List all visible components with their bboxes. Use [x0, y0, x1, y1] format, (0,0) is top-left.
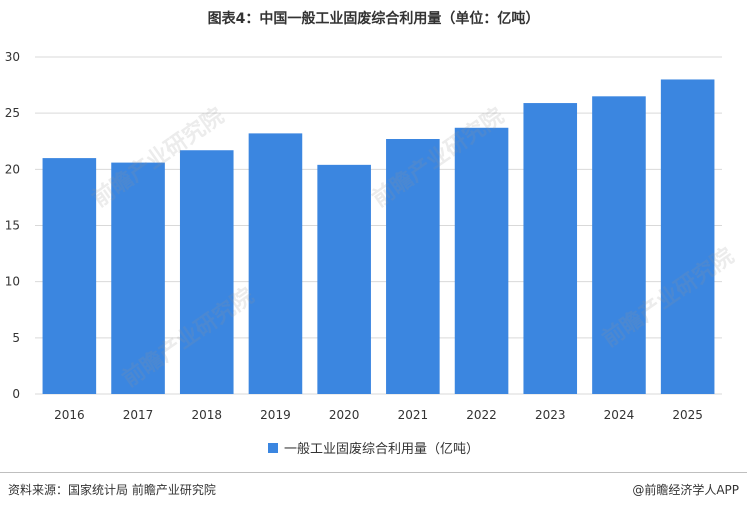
bars [42, 79, 715, 395]
bar [317, 164, 371, 394]
x-tick-label: 2017 [123, 408, 154, 422]
bar [592, 96, 646, 395]
x-tick-label: 2019 [260, 408, 291, 422]
bar [179, 150, 234, 394]
y-tick-label: 15 [5, 219, 20, 233]
bar [111, 162, 165, 394]
y-tick-label: 5 [12, 331, 20, 345]
legend-label: 一般工业固废综合利用量（亿吨） [283, 442, 479, 457]
source-note: 资料来源：国家统计局 前瞻产业研究院 [8, 483, 216, 497]
bar [42, 158, 97, 394]
bar [386, 139, 440, 394]
x-tick-label: 2023 [535, 408, 566, 422]
chart-title: 图表4：中国一般工业固废综合利用量（单位：亿吨） [207, 11, 540, 27]
x-tick-label: 2018 [191, 408, 222, 422]
y-tick-label: 30 [5, 50, 20, 64]
y-tick-label: 0 [12, 387, 20, 401]
footer-divider [0, 472, 747, 473]
x-tick-label: 2016 [54, 408, 85, 422]
x-tick-label: 2025 [672, 408, 703, 422]
legend-swatch [267, 442, 278, 453]
y-tick-label: 25 [5, 106, 20, 120]
bar [660, 79, 715, 394]
brand-credit: @前瞻经济学人APP [632, 483, 739, 497]
legend: 一般工业固废综合利用量（亿吨） [0, 438, 747, 457]
x-tick-label: 2021 [398, 408, 429, 422]
x-tick-label: 2024 [604, 408, 635, 422]
x-tick-label: 2022 [466, 408, 497, 422]
x-tick-label: 2020 [329, 408, 360, 422]
bar [523, 103, 578, 394]
y-axis-ticks: 0 5 10 15 20 25 30 [5, 50, 20, 401]
y-tick-label: 20 [5, 162, 20, 176]
bar [454, 127, 509, 395]
x-axis-ticks: 2016 2017 2018 2019 2020 2021 2022 2023 2024 2025 [54, 408, 703, 422]
bar [248, 133, 303, 395]
y-tick-label: 10 [5, 275, 20, 289]
